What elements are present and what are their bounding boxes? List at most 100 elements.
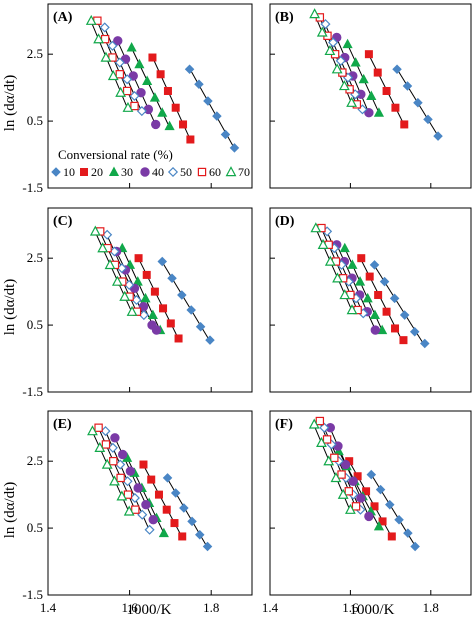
data-point-20 (400, 120, 409, 129)
data-point-50 (328, 37, 339, 48)
panel-e: (E) -1.5 0.5 2.5 1.4 1.6 1.8 (22, 410, 253, 615)
data-point-70 (122, 101, 134, 112)
data-point-70 (330, 472, 342, 483)
data-point-20 (357, 254, 366, 263)
data-point-20 (171, 103, 180, 112)
data-point-60 (322, 435, 332, 444)
data-point-70 (346, 96, 358, 107)
data-point-20 (382, 86, 391, 95)
data-point-40 (340, 459, 351, 470)
fit-line-10 (161, 261, 211, 342)
data-point-30 (126, 42, 137, 52)
data-point-60 (337, 470, 346, 479)
data-point-20 (179, 120, 188, 129)
data-point-20 (373, 68, 382, 77)
data-point-10 (177, 290, 187, 300)
data-point-70 (317, 238, 329, 249)
data-point-20 (148, 53, 157, 62)
axis-titles-group: ln (dα/dt) ln (dα/dt) ln (dα/dt) 1000/K … (2, 75, 395, 618)
data-point-30 (362, 292, 373, 303)
data-point-70 (115, 86, 127, 97)
data-point-70 (308, 418, 320, 429)
data-point-20 (399, 336, 408, 345)
data-point-40 (141, 499, 151, 510)
data-point-10 (375, 484, 386, 495)
legend-entry-20: 20 (80, 165, 103, 179)
data-point-70 (116, 490, 128, 501)
legend-entries: 10 20 30 40 50 60 70 (51, 165, 250, 179)
data-point-10 (402, 81, 413, 91)
data-point-40 (136, 87, 146, 98)
data-point-70 (97, 242, 109, 253)
y-tick-label: 2.5 (27, 46, 43, 61)
data-point-10 (170, 488, 181, 498)
panel-label: (A) (53, 10, 73, 25)
data-point-30 (347, 259, 358, 269)
data-point-50 (107, 40, 118, 51)
data-point-20 (364, 50, 373, 59)
data-point-30 (369, 309, 380, 320)
data-point-70 (310, 222, 322, 233)
panels-group: (A) -1.5 0.5 2.5 (B) (C) -1.5 0.5 2.5 (D) (E) -1.5 0… (22, 3, 472, 615)
data-point-20 (147, 475, 156, 484)
data-point-60 (123, 490, 133, 499)
data-point-70 (85, 14, 97, 25)
data-point-20 (391, 103, 400, 112)
data-point-70 (100, 51, 112, 62)
panel-frame (269, 3, 472, 189)
legend-marker-70 (225, 166, 237, 177)
data-point-70 (316, 436, 327, 447)
x-tick-label: 1.4 (262, 600, 279, 615)
data-point-30 (373, 107, 385, 117)
data-point-40 (151, 119, 161, 130)
x-axis-title-left: 1000/K (127, 602, 172, 618)
y-tick-label: -1.5 (22, 180, 43, 195)
data-point-10 (413, 97, 423, 108)
panel-frame (47, 207, 253, 393)
y-axis-title-bottom: ln (dα/dt) (2, 482, 18, 539)
data-point-70 (119, 290, 131, 301)
x-tick-label: 1.6 (121, 600, 138, 615)
data-point-20 (365, 272, 374, 281)
data-point-10 (399, 310, 410, 320)
x-tick-label: 1.8 (203, 600, 219, 615)
data-point-20 (166, 319, 175, 328)
data-point-30 (134, 58, 145, 69)
data-point-40 (364, 511, 374, 522)
data-point-50 (129, 90, 140, 102)
data-point-40 (133, 483, 143, 493)
panel-label: (B) (275, 10, 294, 25)
data-point-70 (324, 255, 336, 266)
legend-entry-40: 40 (140, 165, 164, 179)
data-point-10 (433, 131, 443, 141)
data-point-40 (117, 449, 128, 460)
fit-line-50 (106, 235, 145, 317)
data-point-10 (186, 305, 196, 315)
data-point-60 (351, 502, 361, 511)
panel-f: (F) 1.4 1.6 1.8 (262, 410, 472, 615)
data-point-10 (392, 64, 402, 75)
data-point-50 (99, 22, 110, 33)
data-point-70 (126, 305, 138, 316)
legend-label-70: 70 (238, 165, 250, 179)
panel-frame (47, 3, 253, 189)
legend-entry-50: 50 (167, 165, 192, 179)
data-point-30 (158, 527, 169, 538)
data-point-60 (131, 505, 140, 514)
data-point-60 (109, 456, 118, 466)
data-point-40 (113, 36, 123, 46)
data-point-20 (156, 70, 165, 79)
data-point-10 (212, 111, 222, 121)
panel-d: (D) (269, 207, 472, 393)
data-point-20 (387, 532, 396, 541)
data-point-10 (420, 338, 430, 349)
legend-marker-50 (167, 166, 179, 178)
data-point-70 (324, 44, 336, 56)
data-point-40 (148, 515, 158, 525)
data-point-10 (389, 293, 400, 304)
data-point-30 (366, 90, 377, 100)
legend-entry-10: 10 (51, 165, 75, 179)
data-point-70 (107, 70, 119, 81)
data-point-20 (174, 334, 183, 343)
